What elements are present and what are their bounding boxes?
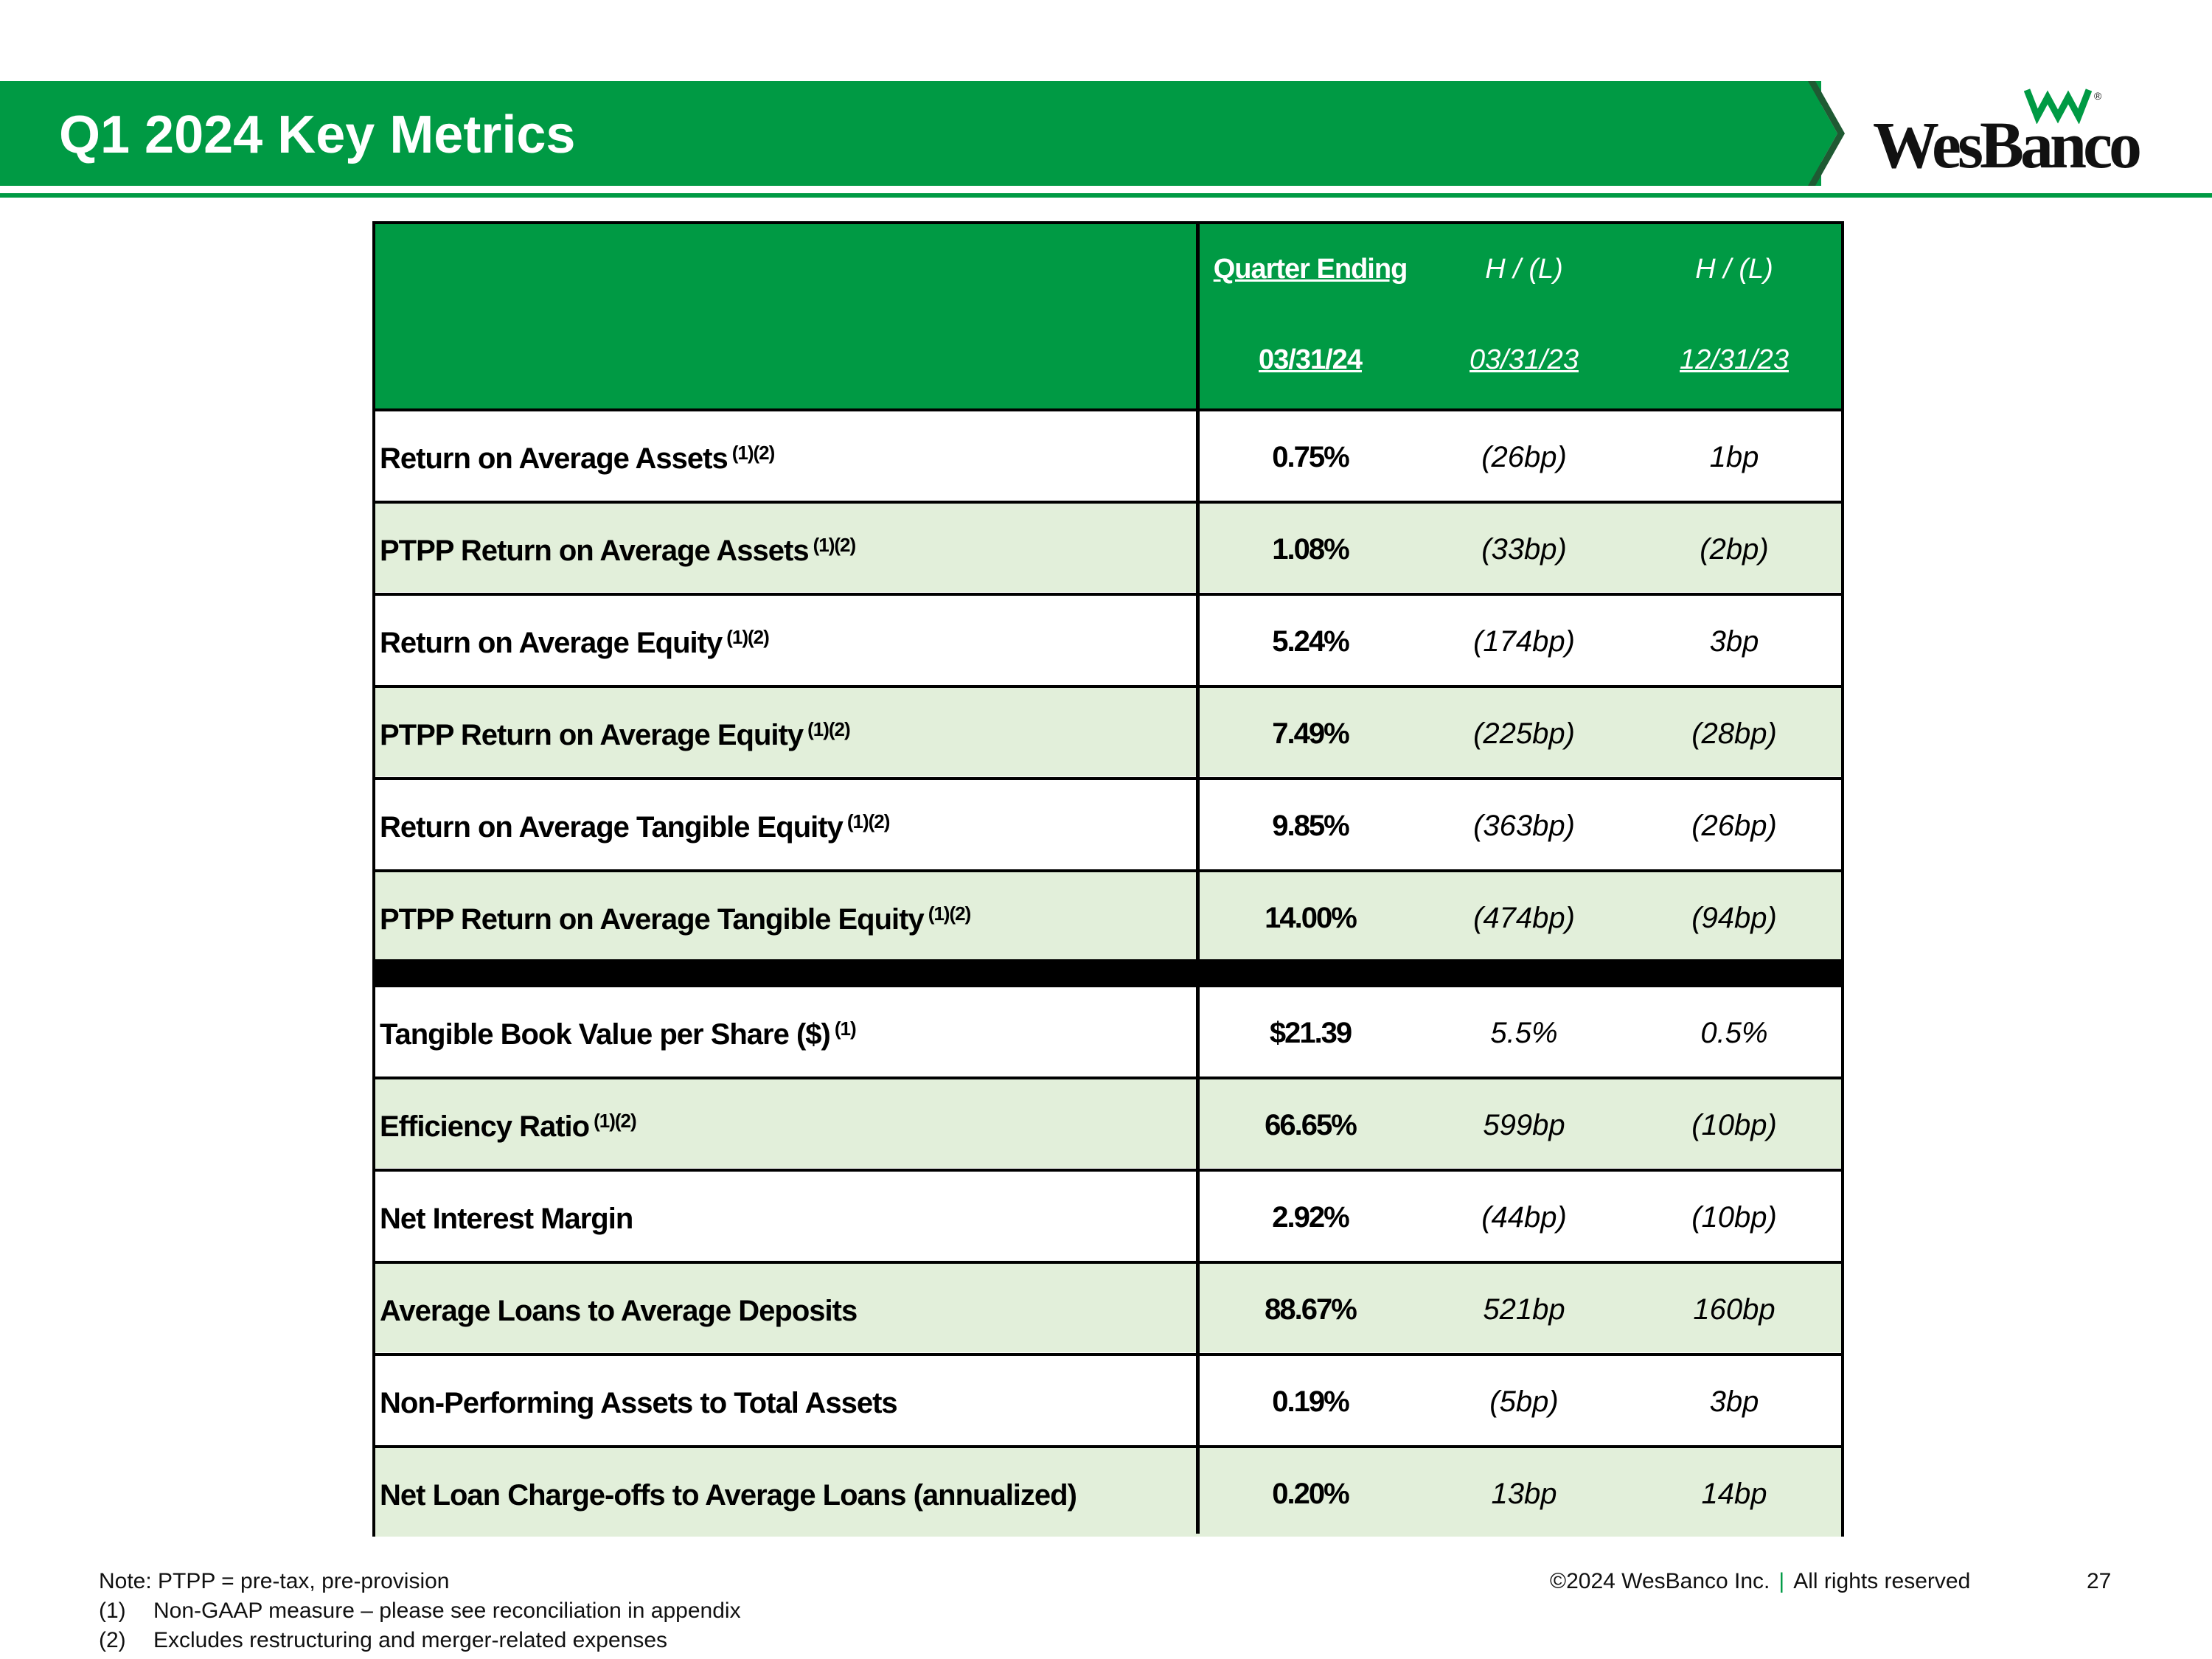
metric-value: 5.24% (1272, 625, 1349, 658)
change-vs-prior-year: (474bp) (1473, 902, 1575, 934)
metric-value: 66.65% (1265, 1109, 1357, 1141)
table-row: Net Loan Charge-offs to Average Loans (a… (375, 1445, 1841, 1537)
change-vs-prior-year: (174bp) (1473, 625, 1575, 658)
change-vs-prior-quarter: (94bp) (1691, 902, 1777, 934)
metric-label: PTPP Return on Average Equity (1)(2) (380, 718, 851, 751)
metric-label: Efficiency Ratio (1)(2) (380, 1110, 637, 1143)
metric-label: Net Interest Margin (380, 1203, 633, 1235)
change-vs-prior-quarter: 3bp (1709, 625, 1759, 658)
page-title: Q1 2024 Key Metrics (59, 105, 576, 164)
metric-label: PTPP Return on Average Assets (1)(2) (380, 534, 856, 567)
logo-registered-mark: ® (2094, 90, 2102, 102)
header-hl-prior-quarter: H / (L) (1695, 254, 1773, 285)
metric-label: PTPP Return on Average Tangible Equity (1… (380, 902, 971, 936)
table-row: Return on Average Equity (1)(2) 5.24% (17… (375, 593, 1841, 684)
metric-label: Average Loans to Average Deposits (380, 1295, 858, 1327)
footnote-1-number: (1) (99, 1599, 126, 1623)
metric-label: Return on Average Assets (1)(2) (380, 442, 775, 475)
logo-wordmark: WesBanco (1873, 109, 2142, 182)
change-vs-prior-year: (363bp) (1473, 810, 1575, 842)
footer-separator: | (1778, 1569, 1785, 1593)
change-vs-prior-quarter: 0.5% (1700, 1017, 1768, 1049)
footnote-2-number: (2) (99, 1628, 126, 1652)
key-metrics-table: Quarter Ending 03/31/24 H / (L) 03/31/23… (372, 221, 1844, 1537)
header-date-current: 03/31/24 (1259, 344, 1363, 375)
metric-value: 1.08% (1272, 533, 1349, 566)
wesbanco-logo: ® WesBanco (1873, 87, 2146, 183)
header-date-prior-year: 03/31/23 (1470, 344, 1579, 375)
copyright-line: ©2024 WesBanco Inc. | All rights reserved (1550, 1569, 1970, 1594)
logo-w-mark-icon (2024, 88, 2093, 124)
table-row: Return on Average Tangible Equity (1)(2) … (375, 777, 1841, 869)
table-row: PTPP Return on Average Equity (1)(2) 7.49… (375, 685, 1841, 776)
table-row: Return on Average Assets (1)(2) 0.75% (26… (375, 408, 1841, 500)
table-row: PTPP Return on Average Tangible Equity (1… (375, 869, 1841, 961)
table-row: Average Loans to Average Deposits 88.67%… (375, 1261, 1841, 1352)
change-vs-prior-year: (44bp) (1481, 1201, 1567, 1234)
change-vs-prior-year: (33bp) (1481, 533, 1567, 566)
metric-value: 0.75% (1272, 441, 1349, 473)
change-vs-prior-year: 5.5% (1490, 1017, 1558, 1049)
metric-value: 0.20% (1272, 1478, 1349, 1510)
change-vs-prior-quarter: (26bp) (1691, 810, 1777, 842)
page-number: 27 (2087, 1569, 2112, 1593)
change-vs-prior-year: (5bp) (1489, 1385, 1559, 1418)
metric-label: Return on Average Equity (1)(2) (380, 626, 770, 659)
header-rule (0, 193, 2212, 198)
change-vs-prior-quarter: (28bp) (1691, 717, 1777, 750)
metric-value: 2.92% (1272, 1201, 1349, 1234)
header-date-prior-quarter: 12/31/23 (1680, 344, 1789, 375)
footnote-2-text: Excludes restructuring and merger-relate… (153, 1628, 668, 1652)
table-row: Net Interest Margin 2.92% (44bp) (10bp) (375, 1169, 1841, 1260)
header-quarter-ending: Quarter Ending (1213, 254, 1408, 285)
footnote-ptpp: Note: PTPP = pre-tax, pre-provision (99, 1569, 450, 1593)
change-vs-prior-quarter: 160bp (1693, 1293, 1775, 1326)
metric-value: $21.39 (1269, 1017, 1352, 1049)
metric-value: 14.00% (1265, 902, 1357, 934)
metric-value: 0.19% (1272, 1385, 1349, 1418)
metric-label: Net Loan Charge-offs to Average Loans (a… (380, 1479, 1077, 1512)
table-row: Tangible Book Value per Share ($) (1) $21… (375, 984, 1841, 1076)
table-header: Quarter Ending 03/31/24 H / (L) 03/31/23… (375, 224, 1841, 408)
change-vs-prior-quarter: 3bp (1709, 1385, 1759, 1418)
metric-label: Non-Performing Assets to Total Assets (380, 1387, 898, 1419)
change-vs-prior-quarter: (10bp) (1691, 1201, 1777, 1234)
table-row: PTPP Return on Average Assets (1)(2) 1.08… (375, 501, 1841, 592)
metric-label: Tangible Book Value per Share ($) (1) (380, 1018, 857, 1051)
change-vs-prior-year: 13bp (1491, 1478, 1557, 1510)
change-vs-prior-year: 599bp (1483, 1109, 1565, 1141)
change-vs-prior-year: (26bp) (1481, 441, 1567, 473)
section-divider (375, 959, 1841, 986)
header-hl-prior-year: H / (L) (1485, 254, 1563, 285)
change-vs-prior-quarter: (2bp) (1700, 533, 1769, 566)
change-vs-prior-year: 521bp (1483, 1293, 1565, 1326)
metric-value: 88.67% (1265, 1293, 1357, 1326)
metric-value: 9.85% (1272, 810, 1349, 842)
change-vs-prior-quarter: 14bp (1701, 1478, 1767, 1510)
rights-text: All rights reserved (1793, 1569, 1971, 1593)
metric-label: Return on Average Tangible Equity (1)(2) (380, 810, 890, 844)
footnote-1-text: Non-GAAP measure – please see reconcilia… (153, 1599, 741, 1623)
change-vs-prior-year: (225bp) (1473, 717, 1575, 750)
title-banner: Q1 2024 Key Metrics (0, 81, 1821, 186)
table-row: Non-Performing Assets to Total Assets 0.… (375, 1353, 1841, 1444)
table-row: Efficiency Ratio (1)(2) 66.65% 599bp (10b… (375, 1077, 1841, 1168)
change-vs-prior-quarter: (10bp) (1691, 1109, 1777, 1141)
column-divider (1196, 224, 1200, 1534)
change-vs-prior-quarter: 1bp (1709, 441, 1759, 473)
copyright-text: ©2024 WesBanco Inc. (1550, 1569, 1770, 1593)
metric-value: 7.49% (1272, 717, 1349, 750)
chevron-arrows-icon (1792, 81, 1845, 186)
